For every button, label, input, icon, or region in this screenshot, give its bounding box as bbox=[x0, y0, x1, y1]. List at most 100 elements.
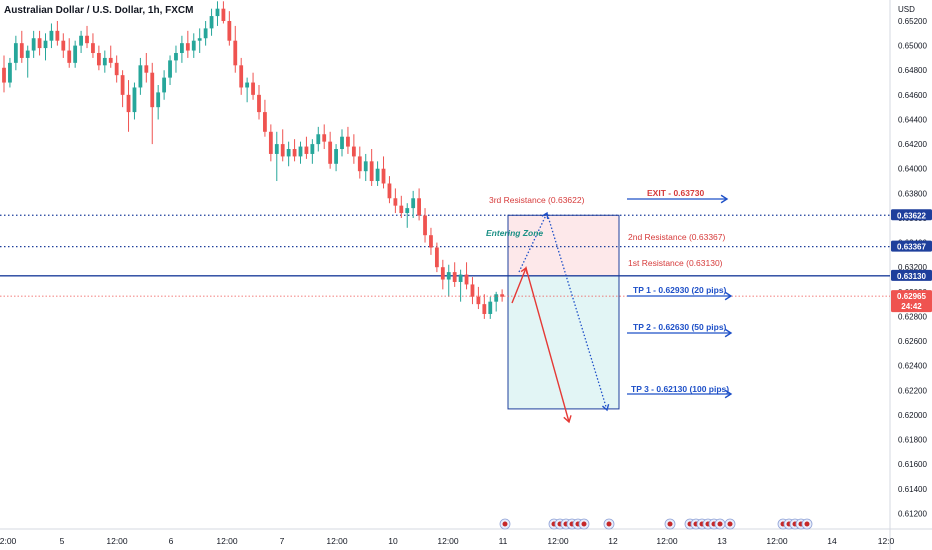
price-badge bbox=[891, 240, 932, 252]
price-tick-label: 0.62600 bbox=[898, 337, 927, 346]
candle-body bbox=[286, 149, 291, 157]
candle-body bbox=[280, 144, 285, 157]
candle-body bbox=[138, 65, 143, 88]
candle-body bbox=[108, 57, 113, 63]
bearish-projection-peak bbox=[520, 266, 528, 275]
candle-body bbox=[429, 235, 433, 248]
target-zone bbox=[508, 275, 619, 409]
event-flag-dot bbox=[667, 521, 673, 527]
candle-body bbox=[446, 272, 451, 280]
candle-body bbox=[233, 40, 238, 66]
annotations: 3rd Resistance (0.63622) 2nd Resistance … bbox=[486, 188, 729, 394]
time-tick-label: 10 bbox=[388, 536, 398, 546]
candle-body bbox=[156, 92, 161, 108]
price-tick-label: 0.64200 bbox=[898, 140, 927, 149]
candle-body bbox=[227, 21, 232, 41]
time-tick-label: 5 bbox=[60, 536, 65, 546]
price-tick-label: 0.61800 bbox=[898, 436, 927, 445]
price-axis[interactable]: USD 0.65200 0.65000 0.64800 0.64600 0.64400 0… bbox=[898, 5, 927, 518]
candle-body bbox=[257, 94, 261, 113]
candle-body bbox=[417, 198, 421, 216]
stop-zone bbox=[508, 215, 619, 276]
candle-body bbox=[203, 28, 208, 39]
time-axis[interactable]: 2:00 5 12:00 6 12:00 7 12:00 10 12:00 11 12:00 12 12… bbox=[0, 536, 895, 546]
price-badge-label: 0.63367 bbox=[897, 243, 926, 252]
candle-body bbox=[381, 168, 386, 184]
candle-body bbox=[102, 57, 107, 66]
candle-body bbox=[85, 35, 89, 44]
price-badge bbox=[891, 269, 932, 281]
candle-body bbox=[197, 38, 202, 41]
candle-body bbox=[405, 208, 410, 214]
candle-body bbox=[19, 43, 24, 58]
candle-body bbox=[322, 134, 327, 142]
candle-body bbox=[67, 50, 72, 63]
candle-body bbox=[162, 77, 167, 93]
candle-body bbox=[452, 272, 457, 282]
event-flag-dot bbox=[804, 521, 810, 527]
tp1-label: TP 1 - 0.62930 (20 pips) bbox=[633, 285, 727, 295]
time-tick-label: 11 bbox=[499, 536, 508, 546]
candle-body bbox=[73, 45, 78, 63]
price-tick-label: 0.62000 bbox=[898, 411, 927, 420]
candle-body bbox=[55, 30, 60, 41]
candle-body bbox=[2, 67, 6, 83]
candle-body bbox=[215, 8, 220, 17]
countdown-label: 24:42 bbox=[901, 302, 922, 311]
candle-body bbox=[150, 72, 155, 108]
candle-body bbox=[114, 62, 119, 76]
time-tick-label: 14 bbox=[827, 536, 837, 546]
target-arrow-head bbox=[724, 389, 733, 399]
candle-body bbox=[268, 131, 273, 154]
candle-body bbox=[458, 274, 463, 282]
position-zones bbox=[507, 214, 620, 410]
candle-body bbox=[334, 149, 338, 164]
event-flag-dot bbox=[606, 521, 612, 527]
time-tick-label: 2:00 bbox=[0, 536, 17, 546]
alt-projection-head bbox=[601, 404, 610, 412]
candle-body bbox=[363, 161, 368, 172]
price-tick-label: 0.61400 bbox=[898, 485, 927, 494]
candle-body bbox=[274, 144, 279, 154]
event-flag-dot bbox=[502, 521, 508, 527]
time-tick-label: 12:00 bbox=[437, 536, 459, 546]
price-tick-label: 0.62400 bbox=[898, 362, 927, 371]
event-flag-dot bbox=[727, 521, 733, 527]
candle-body bbox=[399, 205, 404, 214]
candle-body bbox=[168, 60, 172, 78]
target-arrow-head bbox=[724, 328, 733, 338]
price-tick-label: 0.63800 bbox=[898, 189, 927, 198]
event-flag-dot bbox=[581, 521, 587, 527]
resistance-3-label: 3rd Resistance (0.63622) bbox=[489, 195, 585, 205]
chart-title: Australian Dollar / U.S. Dollar, 1h, FXC… bbox=[4, 5, 193, 16]
candle-body bbox=[304, 146, 309, 154]
time-tick-label: 12:00 bbox=[216, 536, 238, 546]
position-zone-border bbox=[507, 214, 620, 410]
candle-body bbox=[8, 62, 12, 83]
price-tick-label: 0.64000 bbox=[898, 165, 927, 174]
candle-body bbox=[132, 87, 137, 113]
price-tick-label: 0.65200 bbox=[898, 17, 927, 26]
price-tick-label: 0.64800 bbox=[898, 66, 927, 75]
price-badge-label: 0.62965 bbox=[897, 292, 926, 301]
candle-body bbox=[96, 53, 101, 66]
candle-body bbox=[79, 35, 83, 46]
candle-body bbox=[61, 40, 66, 51]
candle-body bbox=[298, 146, 303, 157]
price-tick-label: 0.64400 bbox=[898, 115, 927, 124]
economic-events bbox=[499, 518, 813, 530]
time-tick-label: 12:00 bbox=[766, 536, 788, 546]
time-tick-label: 12:00 bbox=[106, 536, 128, 546]
candle-body bbox=[375, 168, 380, 182]
time-tick-label: 6 bbox=[169, 536, 174, 546]
target-arrow-head bbox=[724, 291, 733, 301]
price-tick-label: 0.62200 bbox=[898, 386, 927, 395]
candle-body bbox=[328, 141, 333, 164]
candle-body bbox=[351, 146, 356, 157]
bearish-projection-head bbox=[563, 415, 572, 424]
candle-body bbox=[31, 38, 36, 51]
time-tick-label: 7 bbox=[280, 536, 285, 546]
price-tick-label: 0.63200 bbox=[898, 263, 927, 272]
